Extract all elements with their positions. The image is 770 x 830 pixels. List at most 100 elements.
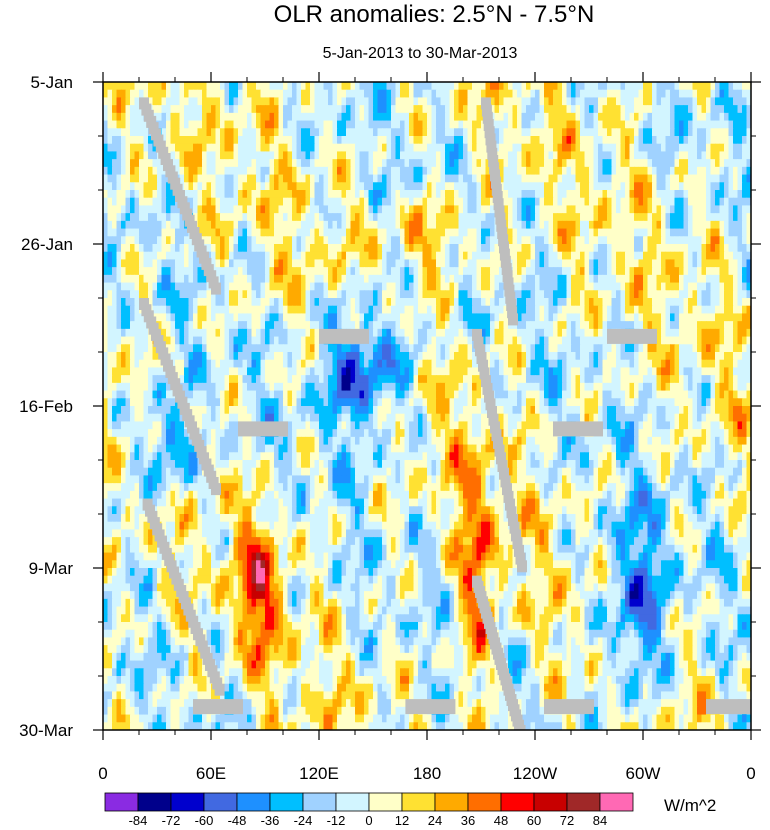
field-cell <box>503 305 509 315</box>
field-cell <box>202 89 208 99</box>
field-cell <box>215 259 221 268</box>
field-cell <box>620 89 626 99</box>
field-cell <box>391 290 397 299</box>
field-cell <box>440 105 446 114</box>
field-cell <box>598 205 604 214</box>
field-cell <box>355 197 361 207</box>
field-cell <box>427 197 433 207</box>
field-cell <box>301 205 307 214</box>
field-cell <box>634 205 640 214</box>
field-cell <box>292 228 298 237</box>
field-cell <box>274 182 280 191</box>
field-cell <box>409 321 415 330</box>
field-cell <box>391 305 397 315</box>
field-cell <box>319 205 325 214</box>
field-cell <box>580 290 586 299</box>
field-cell <box>386 344 392 353</box>
field-cell <box>589 336 595 345</box>
field-cell <box>166 97 172 106</box>
field-cell <box>112 112 118 122</box>
field-cell <box>454 151 460 160</box>
field-cell <box>314 274 320 284</box>
field-cell <box>679 120 685 129</box>
field-cell <box>337 89 343 99</box>
field-cell <box>508 244 514 253</box>
field-cell <box>256 182 262 191</box>
field-cell <box>526 305 532 315</box>
field-cell <box>638 298 644 307</box>
field-cell <box>202 112 208 122</box>
field-cell <box>512 282 518 291</box>
field-cell <box>220 321 226 330</box>
field-cell <box>283 205 289 214</box>
field-cell <box>337 236 343 245</box>
field-cell <box>517 197 523 207</box>
field-cell <box>184 82 190 91</box>
field-cell <box>692 259 698 268</box>
field-cell <box>665 151 671 160</box>
field-cell <box>719 305 725 315</box>
field-cell <box>485 166 491 176</box>
field-cell <box>251 112 257 122</box>
field-cell <box>251 220 257 230</box>
field-cell <box>584 112 590 122</box>
field-cell <box>107 344 113 353</box>
field-cell <box>364 89 370 99</box>
field-cell <box>548 190 554 199</box>
field-cell <box>350 174 356 183</box>
field-cell <box>620 290 626 299</box>
field-cell <box>539 190 545 199</box>
field-cell <box>193 298 199 307</box>
field-cell <box>350 82 356 91</box>
field-cell <box>440 282 446 291</box>
field-cell <box>125 259 131 268</box>
field-cell <box>490 205 496 214</box>
field-cell <box>728 251 734 261</box>
field-cell <box>170 82 176 91</box>
field-cell <box>157 105 163 114</box>
field-cell <box>589 120 595 129</box>
field-cell <box>256 120 262 129</box>
field-cell <box>292 259 298 268</box>
field-cell <box>539 328 545 338</box>
field-cell <box>562 321 568 330</box>
field-cell <box>355 220 361 230</box>
field-cell <box>202 197 208 207</box>
field-cell <box>683 259 689 268</box>
field-cell <box>656 190 662 199</box>
field-cell <box>233 244 239 253</box>
field-cell <box>454 220 460 230</box>
field-cell <box>445 166 451 176</box>
field-cell <box>242 166 248 176</box>
field-cell <box>323 159 329 168</box>
field-cell <box>440 267 446 276</box>
field-cell <box>715 105 721 114</box>
field-cell <box>409 151 415 160</box>
field-cell <box>179 112 185 122</box>
field-cell <box>107 82 113 91</box>
field-cell <box>449 143 455 153</box>
field-cell <box>481 336 487 345</box>
field-cell <box>404 136 410 145</box>
field-cell <box>575 105 581 114</box>
field-cell <box>746 321 751 330</box>
field-cell <box>494 313 500 322</box>
field-cell <box>413 182 419 191</box>
field-cell <box>566 205 572 214</box>
field-cell <box>458 328 464 338</box>
field-cell <box>202 174 208 183</box>
field-cell <box>125 213 131 222</box>
field-cell <box>589 228 595 237</box>
field-cell <box>377 244 383 253</box>
field-cell <box>130 120 136 129</box>
field-cell <box>463 82 469 91</box>
field-cell <box>184 244 190 253</box>
field-cell <box>274 290 280 299</box>
field-cell <box>517 143 523 153</box>
field-cell <box>269 305 275 315</box>
field-cell <box>697 82 703 91</box>
field-cell <box>733 313 739 322</box>
field-cell <box>229 344 235 353</box>
field-cell <box>503 82 509 91</box>
field-cell <box>692 251 698 261</box>
